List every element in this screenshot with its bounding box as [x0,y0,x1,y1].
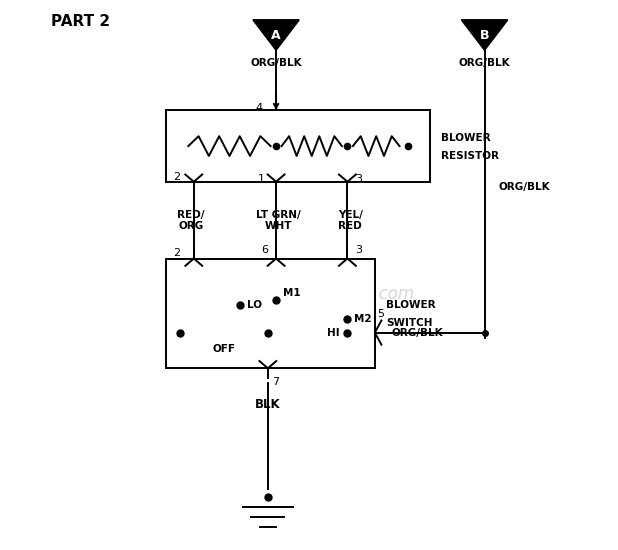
Text: M1: M1 [282,288,300,298]
Text: 5: 5 [378,309,384,319]
Text: OFF: OFF [213,344,235,354]
Text: ORG: ORG [179,221,204,230]
Text: BLOWER: BLOWER [441,133,490,143]
Polygon shape [253,20,299,50]
Text: PART 2: PART 2 [51,14,110,29]
Text: 2: 2 [173,172,180,183]
Bar [166,111,430,182]
Text: ORG/BLK: ORG/BLK [459,58,510,68]
Text: 3: 3 [355,245,363,255]
Text: 6: 6 [261,245,268,255]
Text: BLOWER: BLOWER [386,300,436,310]
Text: 3: 3 [355,174,363,184]
Text: RED: RED [338,221,362,230]
Text: WHT: WHT [265,221,292,230]
Text: RESISTOR: RESISTOR [441,151,499,161]
Text: M2: M2 [354,314,371,324]
Text: ORG/BLK: ORG/BLK [250,58,302,68]
Text: ORG/BLK: ORG/BLK [391,328,443,338]
Bar [166,258,375,369]
Text: easyautodiagnostics.com: easyautodiagnostics.com [203,285,415,303]
Text: YEL/: YEL/ [337,210,363,219]
Text: 2: 2 [173,248,180,258]
Text: RED/: RED/ [177,210,205,219]
Text: LT GRN/: LT GRN/ [256,210,301,219]
Text: 4: 4 [255,103,263,113]
Polygon shape [462,20,507,50]
Text: BLK: BLK [255,398,281,411]
Text: B: B [480,29,489,42]
Text: ORG/BLK: ORG/BLK [498,182,550,192]
Text: 7: 7 [273,377,279,387]
Text: A: A [271,29,281,42]
Text: LO: LO [247,300,262,310]
Text: SWITCH: SWITCH [386,318,433,328]
Text: HI: HI [326,328,339,338]
Text: 1: 1 [258,174,265,184]
